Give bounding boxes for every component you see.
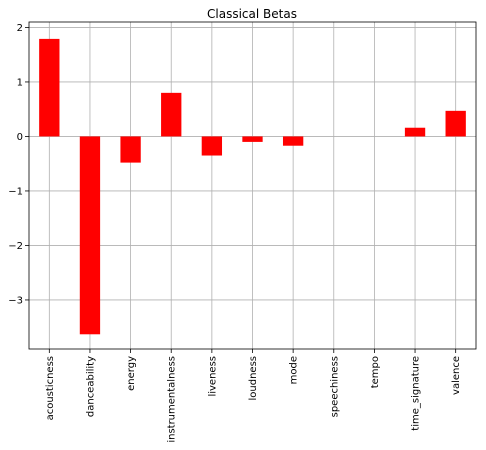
x-tick-label: liveness: [207, 356, 218, 397]
x-axis-ticks: acousticness danceability energy instrument…: [45, 349, 462, 443]
bar-energy: [120, 136, 141, 163]
bar-loudness: [242, 136, 263, 142]
x-tick-label: tempo: [370, 356, 381, 388]
x-tick-label: acousticness: [45, 356, 56, 420]
y-tick-label: −2: [8, 241, 23, 252]
y-tick-label: 2: [17, 23, 23, 34]
x-tick-label: valence: [451, 356, 462, 395]
y-tick-label: 1: [17, 77, 23, 88]
bar-acousticness: [39, 38, 60, 137]
bar-mode: [282, 136, 304, 146]
x-tick-label: speechiness: [329, 356, 340, 417]
y-axis-ticks: 2 1 0 −1 −2 −3: [8, 23, 29, 306]
y-tick-label: −3: [8, 295, 23, 306]
y-tick-label: 0: [17, 132, 23, 143]
bar-valence: [445, 110, 466, 137]
x-tick-label: mode: [289, 356, 300, 384]
bar-danceability: [79, 136, 101, 335]
bar-liveness: [201, 136, 223, 156]
x-tick-label: instrumentalness: [167, 356, 178, 443]
y-tick-label: −1: [8, 186, 23, 197]
x-tick-label: energy: [126, 356, 137, 391]
bar-instrumentalness: [161, 92, 182, 137]
x-tick-label: danceability: [85, 356, 96, 417]
bar-time-signature: [404, 127, 426, 137]
grid-layer: [29, 22, 476, 349]
chart-title: Classical Betas: [207, 7, 297, 21]
x-tick-label: loudness: [248, 356, 259, 401]
bars-layer: [39, 38, 466, 335]
x-tick-label: time_signature: [411, 356, 422, 431]
